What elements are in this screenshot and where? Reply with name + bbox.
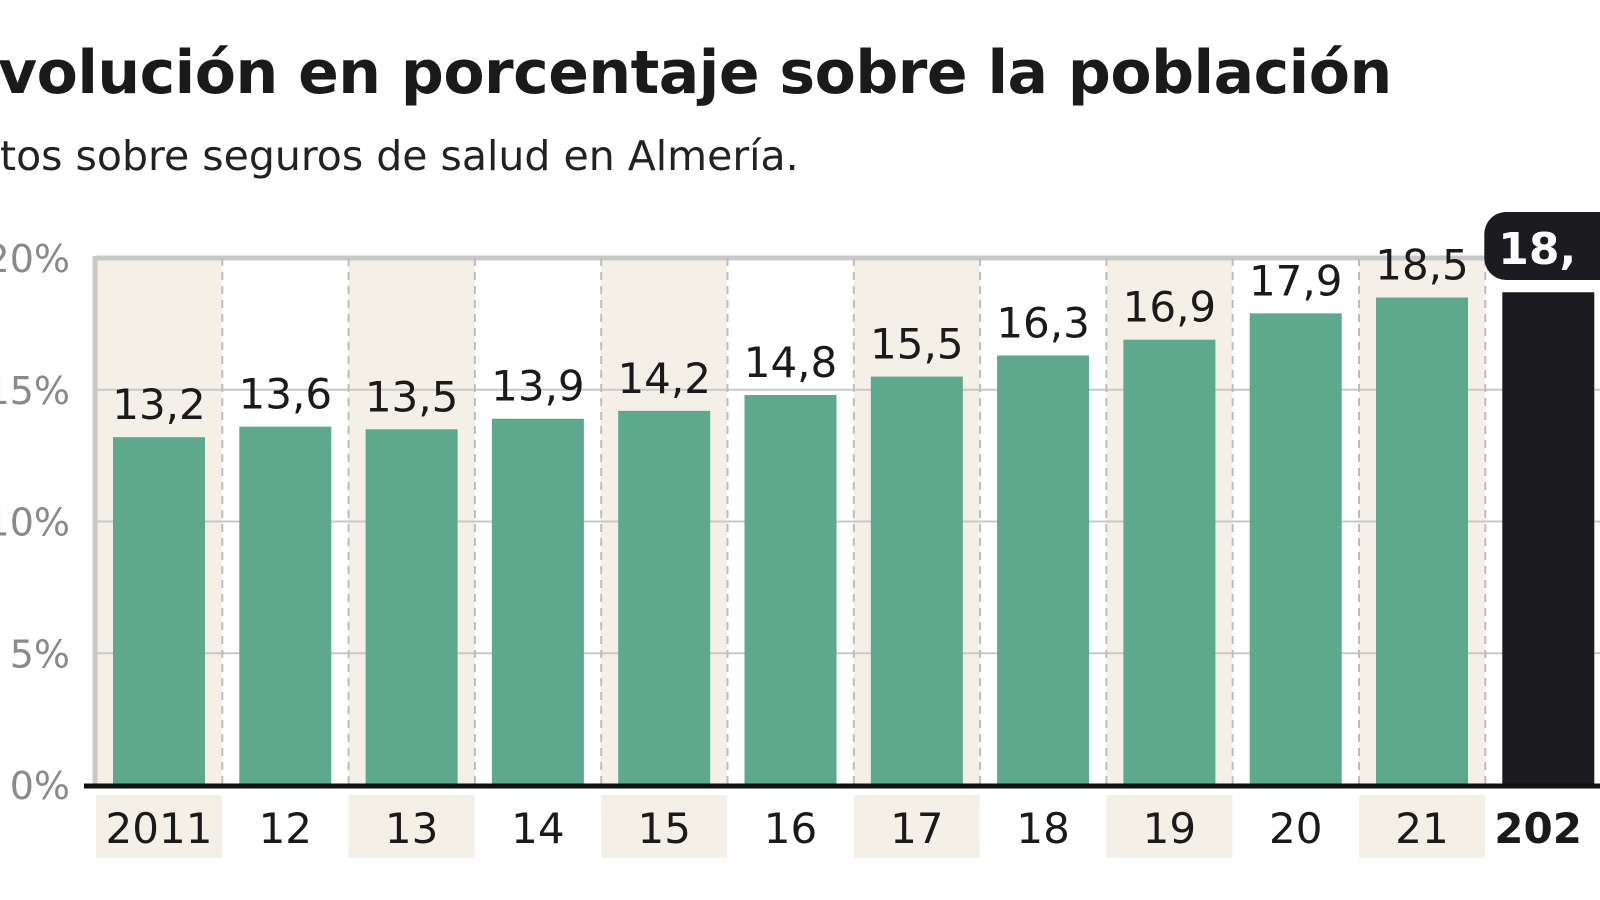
y-tick-label: 10% — [0, 501, 70, 545]
value-label: 13,9 — [491, 362, 585, 411]
bar — [1376, 297, 1468, 785]
chart-title: volución en porcentaje sobre la població… — [0, 38, 1392, 108]
x-tick-label: 19 — [1143, 804, 1196, 853]
value-label: 16,3 — [996, 298, 1090, 347]
x-tick-label: 16 — [764, 804, 817, 853]
value-label: 18,5 — [1375, 241, 1469, 290]
y-tick-label: 15% — [0, 369, 70, 413]
highlighted-bar — [1502, 292, 1595, 785]
value-label: 18, — [1498, 224, 1576, 275]
value-label: 13,2 — [112, 380, 206, 429]
x-tick-label: 15 — [637, 804, 690, 853]
x-tick-label: 21 — [1395, 804, 1448, 853]
bar — [491, 418, 584, 785]
x-tick-label: 14 — [511, 804, 564, 853]
value-label: 15,5 — [870, 320, 964, 369]
label-band — [601, 795, 728, 858]
label-band — [348, 795, 475, 858]
label-band — [96, 795, 222, 858]
x-tick-label: 202 — [1494, 804, 1582, 853]
value-label-box — [1484, 212, 1600, 280]
bar — [870, 376, 963, 785]
chart-subtitle: tos sobre seguros de salud en Almería. — [0, 132, 799, 180]
bar — [239, 426, 332, 785]
y-tick-label: 5% — [10, 632, 70, 676]
bar — [618, 410, 711, 785]
value-label: 17,9 — [1249, 256, 1343, 305]
label-band — [1106, 795, 1233, 858]
value-label: 16,9 — [1123, 283, 1217, 332]
y-tick-label: 20% — [0, 237, 70, 281]
bar — [744, 395, 837, 785]
bar — [1249, 313, 1342, 785]
value-label: 13,6 — [239, 370, 333, 419]
label-band — [1359, 795, 1485, 858]
value-label: 13,5 — [365, 372, 459, 421]
x-tick-label: 18 — [1016, 804, 1069, 853]
y-tick-label: 0% — [10, 764, 70, 808]
value-label: 14,2 — [617, 354, 711, 403]
label-band — [853, 795, 980, 858]
x-tick-label: 12 — [259, 804, 312, 853]
x-tick-label: 13 — [385, 804, 438, 853]
bar — [113, 437, 205, 785]
bar — [365, 429, 458, 785]
x-tick-label: 20 — [1269, 804, 1322, 853]
value-label: 14,8 — [744, 338, 838, 387]
bar — [1123, 339, 1216, 785]
x-tick-label: 17 — [890, 804, 943, 853]
x-tick-label: 2011 — [106, 804, 213, 853]
bar — [997, 355, 1090, 785]
